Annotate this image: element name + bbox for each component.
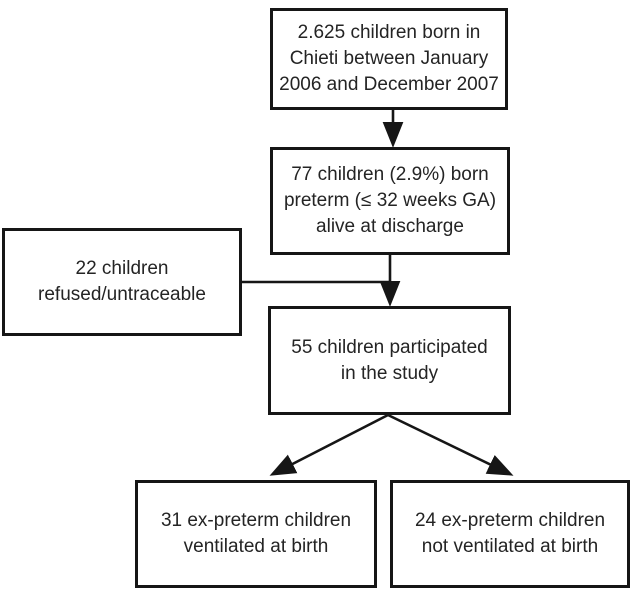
- node-preterm: 77 children (2.9%) born preterm (≤ 32 we…: [270, 147, 510, 255]
- node-not-ventilated: 24 ex-preterm children not ventilated at…: [390, 480, 630, 588]
- node-refused: 22 children refused/untraceable: [2, 228, 242, 336]
- node-ventilated-label: 31 ex-preterm children ventilated at bir…: [160, 510, 352, 557]
- node-not-ventilated-label: 24 ex-preterm children not ventilated at…: [414, 510, 606, 557]
- node-preterm-label: 77 children (2.9%) born preterm (≤ 32 we…: [283, 164, 497, 237]
- node-ventilated: 31 ex-preterm children ventilated at bir…: [135, 480, 377, 588]
- node-total-born: 2.625 children born in Chieti between Ja…: [270, 8, 508, 110]
- node-participated-label: 55 children participated in the study: [291, 336, 488, 384]
- node-refused-label: 22 children refused/untraceable: [38, 258, 206, 305]
- node-total-born-label: 2.625 children born in Chieti between Ja…: [279, 22, 499, 95]
- arrow-participated-to-not-ventilated: [387, 413, 514, 476]
- arrow-participated-to-ventilated: [269, 413, 389, 476]
- node-participated: 55 children participated in the study: [268, 306, 511, 415]
